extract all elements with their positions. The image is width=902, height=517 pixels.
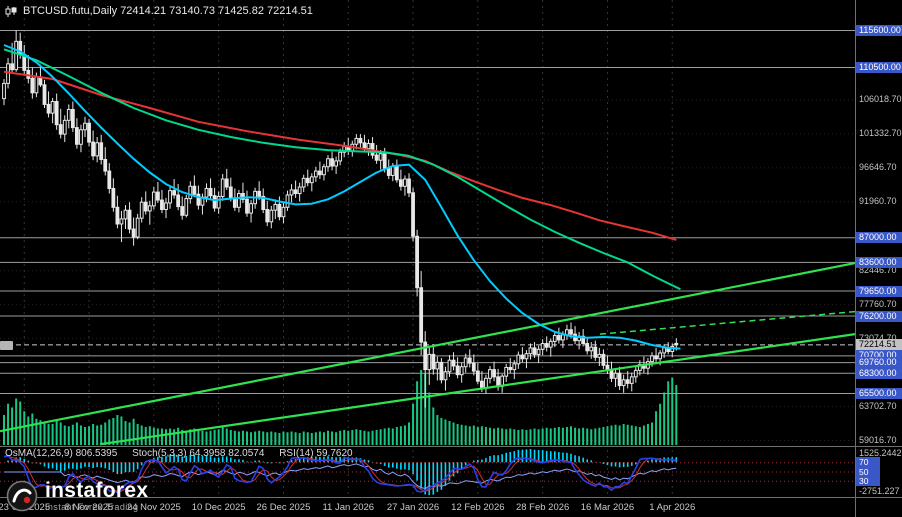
candles	[2, 30, 679, 408]
price-level-label: 76200.00	[856, 310, 902, 322]
date-label: 1 Apr 2026	[649, 502, 696, 513]
candles-icon	[5, 5, 17, 17]
date-label: 28 Feb 2026	[515, 502, 570, 513]
price-level-label: 110500.00	[856, 61, 902, 73]
current-price-label: 72214.51	[856, 339, 902, 351]
price-tick-label: 59016.70	[859, 435, 897, 446]
price-tick-label: 63702.70	[859, 401, 897, 412]
price-level-label: 87000.00	[856, 232, 902, 244]
brand-name: instaforex	[45, 479, 149, 502]
price-tick-label: 73074.70	[859, 333, 897, 344]
price-axis[interactable]: 106018.70 101332.70 96646.70 91960.70 82446.…	[856, 0, 902, 517]
indicator-label: OsMA(12,26,9) 806.5395 Stoch(5,3,3) 64.3…	[5, 448, 365, 459]
oscillator-level-label: 50	[856, 466, 880, 477]
date-label: 16 Mar 2026	[580, 502, 635, 513]
rsi-label: RSI(14) 59.7620	[279, 448, 353, 459]
osma-max-label: 1525.2442	[859, 447, 902, 458]
price-tick-label: 96646.70	[859, 162, 897, 173]
date-label: 27 Jan 2026	[386, 502, 440, 513]
price-tick-label: 106018.70	[859, 94, 902, 105]
osma-min-label: -2751.227	[859, 485, 900, 496]
oscillator-level-label: 70	[856, 457, 880, 468]
price-level-label: 115600.00	[856, 24, 902, 36]
stoch-label: Stoch(5,3,3) 64.3958 82.0574	[132, 448, 265, 459]
instaforex-logo-icon	[6, 480, 38, 512]
indicator-pane	[0, 449, 855, 495]
chart-header: BTCUSD.futu,Daily 72414.21 73140.73 7142…	[5, 5, 313, 17]
date-label: 24 Nov 2025	[126, 502, 181, 513]
price-level-label: 83600.00	[856, 256, 902, 268]
date-label: 10 Dec 2025	[191, 502, 246, 513]
price-tick-label: 82446.70	[859, 265, 897, 276]
price-level-label: 70700.00	[856, 350, 902, 362]
price-level-label: 65500.00	[856, 388, 902, 400]
overlays	[0, 44, 856, 446]
date-label: 11 Jan 2026	[322, 502, 375, 513]
grid	[0, 0, 855, 497]
brand-tagline: Instant Forex Trading	[45, 502, 139, 512]
left-price-marker	[0, 341, 13, 350]
date-label: 8 Nov 2025	[64, 502, 114, 513]
price-tick-label: 101332.70	[859, 128, 902, 139]
date-label: 26 Dec 2025	[256, 502, 311, 513]
volume-bars	[3, 370, 678, 445]
price-level-label: 68300.00	[856, 367, 902, 379]
date-label: 12 Feb 2026	[451, 502, 505, 513]
symbol-ohlc-label: BTCUSD.futu,Daily 72414.21 73140.73 7142…	[23, 5, 313, 17]
price-tick-label: 91960.70	[859, 196, 897, 207]
price-level-label: 69760.00	[856, 357, 902, 369]
osma-label: OsMA(12,26,9) 806.5395	[5, 448, 118, 459]
oscillator-level-label: 30	[856, 475, 880, 486]
price-tick-label: 77760.70	[859, 299, 897, 310]
price-level-label: 79650.00	[856, 285, 902, 297]
instaforex-watermark: instaforex Instant Forex Trading	[6, 480, 148, 512]
